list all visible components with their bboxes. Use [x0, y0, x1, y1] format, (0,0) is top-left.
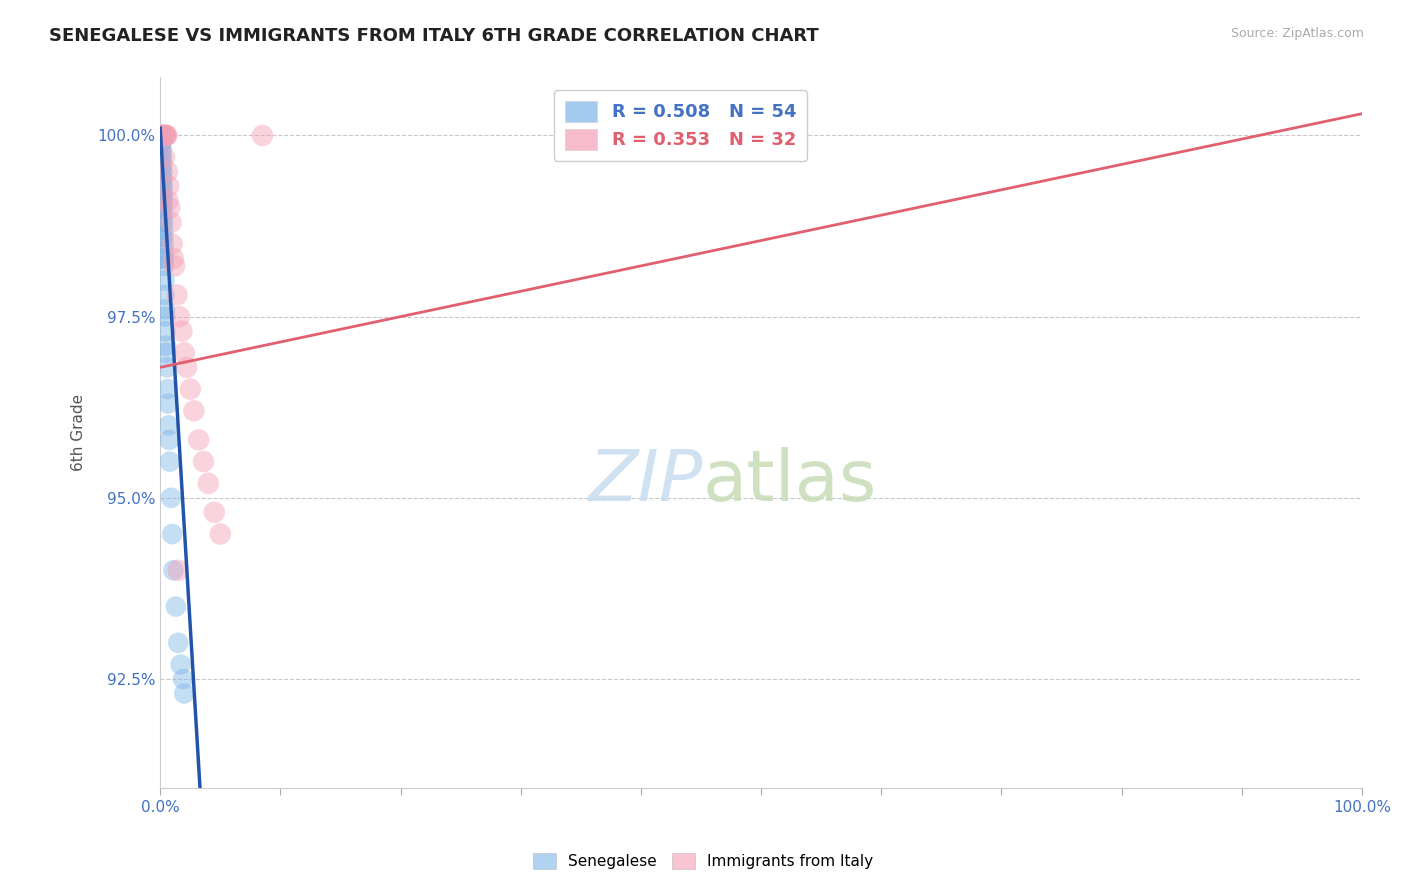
Point: [160, 237, 183, 252]
Point: [153, 252, 176, 266]
Point: [153, 128, 176, 143]
Point: [150, 172, 173, 186]
Point: [160, 215, 183, 229]
Point: [160, 491, 183, 505]
Point: [157, 433, 180, 447]
Point: [153, 288, 176, 302]
Point: [152, 179, 174, 194]
Point: [155, 310, 177, 324]
Point: [202, 505, 225, 519]
Point: [162, 563, 184, 577]
Point: [157, 179, 180, 194]
Point: [150, 201, 173, 215]
Point: [150, 150, 173, 164]
Point: [153, 302, 176, 317]
Point: [155, 128, 177, 143]
Point: [152, 208, 174, 222]
Point: [155, 346, 177, 360]
Point: [150, 128, 173, 143]
Point: [187, 433, 209, 447]
Legend: R = 0.508   N = 54, R = 0.353   N = 32: R = 0.508 N = 54, R = 0.353 N = 32: [554, 90, 807, 161]
Point: [159, 201, 181, 215]
Point: [153, 150, 176, 164]
Point: [150, 230, 173, 244]
Point: [152, 237, 174, 252]
Point: [209, 527, 232, 541]
Point: [150, 215, 173, 229]
Point: [152, 128, 174, 143]
Point: [152, 201, 174, 215]
Point: [150, 164, 173, 178]
Text: Source: ZipAtlas.com: Source: ZipAtlas.com: [1230, 27, 1364, 40]
Point: [152, 215, 174, 229]
Point: [155, 128, 177, 143]
Point: [157, 418, 180, 433]
Point: [165, 599, 187, 614]
Point: [153, 128, 176, 143]
Point: [197, 476, 219, 491]
Point: [160, 527, 183, 541]
Point: [152, 194, 174, 208]
Point: [166, 288, 188, 302]
Point: [149, 136, 172, 150]
Point: [159, 454, 181, 468]
Text: atlas: atlas: [703, 447, 877, 516]
Point: [152, 128, 174, 143]
Point: [150, 128, 173, 143]
Point: [252, 128, 274, 143]
Point: [163, 259, 186, 273]
Point: [167, 636, 190, 650]
Point: [150, 164, 173, 178]
Point: [149, 128, 172, 143]
Point: [153, 259, 176, 273]
Point: [157, 396, 180, 410]
Point: [152, 222, 174, 236]
Text: ZIP: ZIP: [589, 447, 703, 516]
Point: [156, 164, 179, 178]
Point: [153, 128, 176, 143]
Point: [173, 346, 195, 360]
Point: [150, 186, 173, 201]
Point: [150, 172, 173, 186]
Point: [150, 136, 173, 150]
Point: [169, 657, 191, 672]
Point: [150, 143, 173, 157]
Point: [150, 150, 173, 164]
Point: [150, 157, 173, 171]
Point: [152, 186, 174, 201]
Point: [156, 128, 179, 143]
Point: [167, 563, 190, 577]
Point: [150, 143, 173, 157]
Point: [179, 382, 201, 396]
Point: [152, 230, 174, 244]
Point: [150, 157, 173, 171]
Point: [156, 360, 179, 375]
Point: [152, 252, 174, 266]
Point: [155, 324, 177, 338]
Point: [170, 324, 193, 338]
Point: [150, 179, 173, 194]
Point: [173, 686, 195, 700]
Point: [193, 454, 215, 468]
Point: [155, 338, 177, 352]
Point: [153, 273, 176, 287]
Point: [152, 194, 174, 208]
Point: [176, 360, 198, 375]
Legend: Senegalese, Immigrants from Italy: Senegalese, Immigrants from Italy: [527, 847, 879, 875]
Point: [162, 252, 184, 266]
Text: SENEGALESE VS IMMIGRANTS FROM ITALY 6TH GRADE CORRELATION CHART: SENEGALESE VS IMMIGRANTS FROM ITALY 6TH …: [49, 27, 818, 45]
Point: [169, 310, 191, 324]
Point: [183, 404, 205, 418]
Point: [153, 244, 176, 259]
Y-axis label: 6th Grade: 6th Grade: [72, 394, 86, 471]
Point: [157, 194, 180, 208]
Point: [156, 382, 179, 396]
Point: [172, 672, 194, 686]
